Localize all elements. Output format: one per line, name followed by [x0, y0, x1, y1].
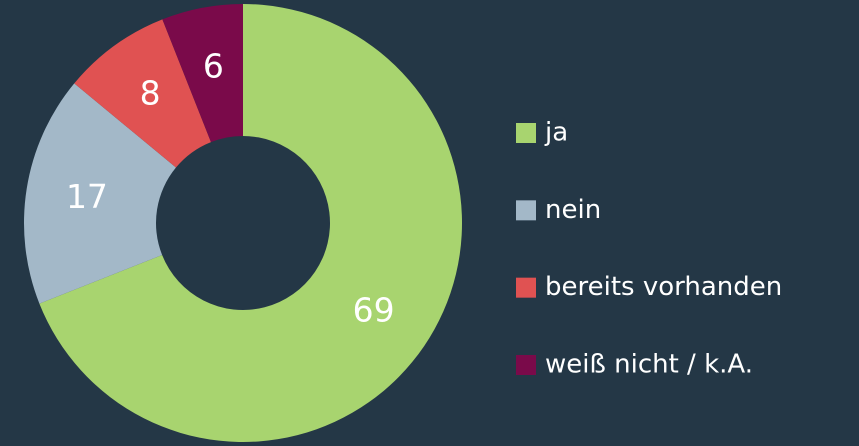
legend-swatch: [516, 200, 536, 221]
slice: [162, 4, 243, 143]
value-label: 8: [140, 74, 161, 113]
value-label: 6: [203, 46, 224, 85]
legend-label: nein: [545, 195, 601, 225]
slice: [74, 19, 211, 168]
value-label: 69: [353, 290, 395, 329]
legend-swatch: [516, 123, 536, 143]
legend-swatch: [516, 277, 536, 298]
legend-label: ja: [544, 118, 568, 148]
legend-swatch: [516, 355, 536, 375]
slice: [39, 4, 463, 442]
slice: [24, 83, 176, 304]
legend-label: bereits vorhanden: [545, 272, 782, 302]
value-label: 17: [66, 177, 108, 216]
legend-label: weiß nicht / k.A.: [545, 350, 753, 380]
